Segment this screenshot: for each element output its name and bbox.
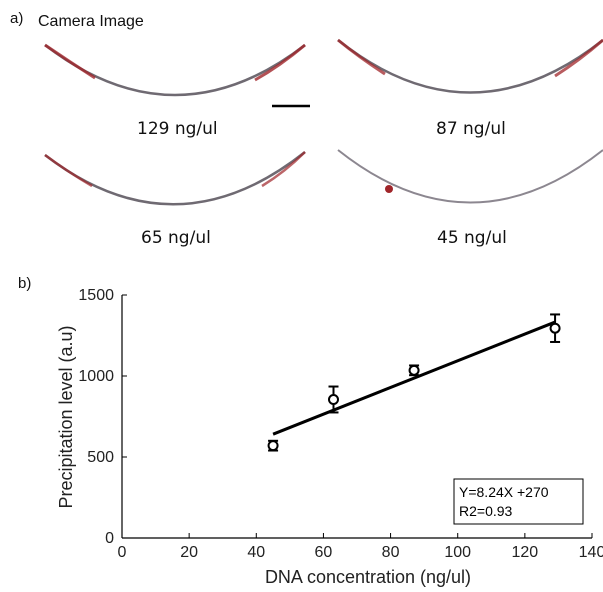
camera-image-65: [44, 151, 306, 206]
precipitate-stain: [337, 38, 386, 76]
fit-r2: R2=0.93: [459, 503, 513, 519]
well-rim: [337, 39, 603, 94]
y-tick-label: 500: [87, 449, 114, 466]
precipitate-spot: [385, 185, 393, 193]
precipitate-stain: [261, 151, 306, 188]
fit-annotation-box: Y=8.24X +270 R2=0.93: [453, 478, 584, 525]
chart-axes: 0 20 40 60 80 100 120 140 0 500 1000 1500: [78, 287, 603, 561]
camera-image-129: [44, 43, 310, 108]
x-tick-label: 60: [315, 544, 333, 561]
data-point: [267, 440, 279, 452]
y-tick-label: 1500: [78, 287, 114, 304]
x-tick-label: 120: [512, 544, 539, 561]
camera-image-45: [337, 149, 603, 204]
panel-a-label: a): [10, 10, 24, 27]
y-axis-label: Precipitation level (a.u): [56, 325, 76, 508]
x-axis-label: DNA concentration (ng/ul): [265, 567, 471, 587]
x-tick-label: 20: [180, 544, 198, 561]
concentration-label: 45 ng/ul: [437, 228, 507, 248]
concentration-label: 129 ng/ul: [137, 119, 218, 139]
y-tick-label: 1000: [78, 368, 114, 385]
well-rim: [337, 149, 603, 204]
data-point: [549, 322, 561, 334]
x-tick-label: 40: [247, 544, 265, 561]
camera-images: [44, 38, 603, 206]
x-tick-label: 140: [579, 544, 603, 561]
panel-b-label: b): [18, 275, 32, 292]
x-tick-label: 80: [382, 544, 400, 561]
x-tick-label: 100: [444, 544, 471, 561]
precipitate-stain: [44, 153, 93, 188]
concentration-label: 65 ng/ul: [141, 228, 211, 248]
precipitate-stain: [44, 43, 96, 80]
data-point: [328, 393, 339, 405]
fit-line: [272, 320, 556, 436]
precipitate-stain: [254, 43, 306, 82]
camera-image-title: Camera Image: [38, 13, 144, 30]
x-tick-label: 0: [118, 544, 127, 561]
y-tick-label: 0: [105, 530, 114, 547]
camera-image-87: [337, 38, 603, 94]
precipitate-stain: [554, 38, 603, 78]
data-point: [408, 364, 420, 376]
annotation-box: [453, 478, 584, 525]
chart-marks: [267, 313, 561, 452]
concentration-label: 87 ng/ul: [436, 119, 506, 139]
fit-equation: Y=8.24X +270: [459, 484, 549, 500]
